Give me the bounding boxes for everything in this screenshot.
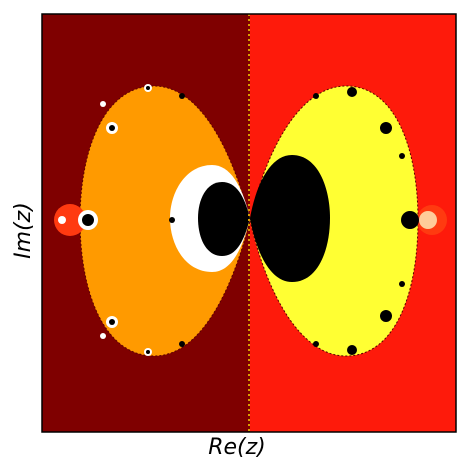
y-axis-label-text: Im(z) xyxy=(10,201,36,259)
right-satellite-white xyxy=(419,211,437,229)
plot-frame xyxy=(41,13,457,433)
left-black-core xyxy=(198,182,250,256)
left-minor-bulbs xyxy=(100,84,185,356)
right-bulb xyxy=(249,85,419,357)
right-black-core xyxy=(250,155,330,282)
x-axis-label: Re(z) xyxy=(208,435,266,460)
left-satellite-small xyxy=(58,216,66,224)
right-satellite-black xyxy=(401,211,419,229)
y-axis-label: Im(z) xyxy=(5,180,41,280)
left-satellite-black xyxy=(82,214,94,226)
right-minor-bulbs xyxy=(313,87,405,355)
left-satellite-outer xyxy=(54,204,86,236)
